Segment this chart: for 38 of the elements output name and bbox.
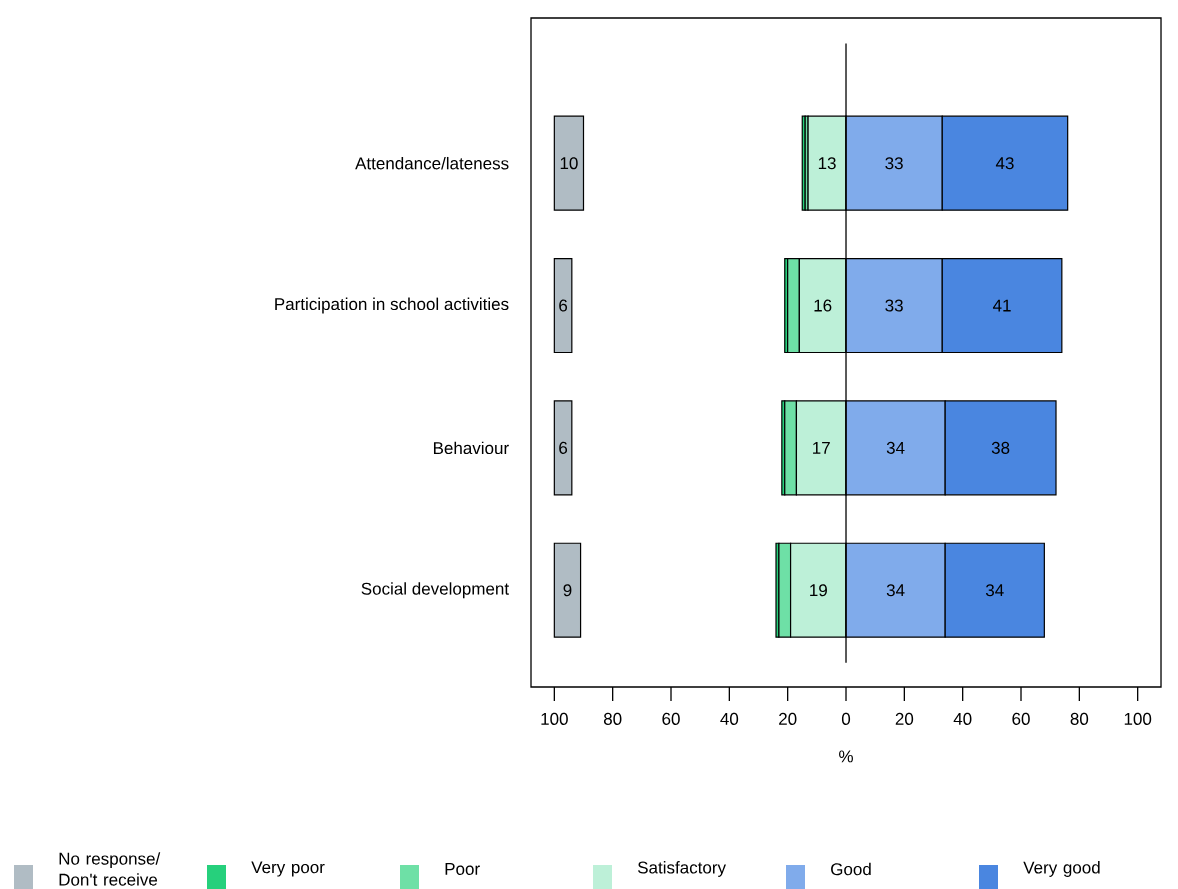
x-axis-title: % bbox=[839, 750, 853, 763]
data-label: 34 bbox=[886, 441, 905, 454]
data-label: 6 bbox=[559, 299, 568, 312]
data-label: 41 bbox=[992, 299, 1011, 312]
legend-label: Very good bbox=[1023, 861, 1100, 877]
data-label: 9 bbox=[563, 584, 572, 597]
y-tick-label: Social development bbox=[361, 582, 509, 599]
data-label: 10 bbox=[560, 157, 578, 170]
data-label: 16 bbox=[814, 299, 832, 312]
data-label: 38 bbox=[991, 441, 1010, 454]
data-label: 43 bbox=[995, 157, 1014, 170]
data-label: 13 bbox=[818, 157, 836, 170]
legend-label: Satisfactory bbox=[637, 861, 726, 877]
legend-label: Poor bbox=[445, 863, 480, 875]
y-tick-label: Behaviour bbox=[433, 441, 509, 455]
x-tick-label: 80 bbox=[1070, 712, 1089, 725]
data-label: 33 bbox=[885, 157, 903, 170]
x-tick-label: 0 bbox=[841, 712, 851, 725]
x-tick-label: 100 bbox=[1124, 712, 1152, 725]
legend-label: Good bbox=[831, 862, 871, 876]
y-tick-label: Participation in school activities bbox=[275, 297, 509, 314]
x-tick-label: 40 bbox=[953, 712, 972, 725]
data-label: 17 bbox=[813, 442, 830, 454]
x-tick-label: 60 bbox=[1012, 712, 1030, 725]
data-label: 33 bbox=[885, 299, 903, 312]
x-tick-label: 20 bbox=[895, 712, 914, 725]
data-label: 6 bbox=[559, 441, 568, 454]
data-label: 34 bbox=[886, 584, 905, 597]
y-tick-label: Attendance/lateness bbox=[355, 156, 509, 170]
x-tick-label: 40 bbox=[720, 712, 739, 725]
legend-label: Very poor bbox=[251, 861, 325, 877]
data-label: 19 bbox=[810, 584, 827, 597]
x-tick-label: 80 bbox=[603, 712, 622, 725]
legend-label: No response/ Don't receive bbox=[59, 852, 161, 886]
data-label: 34 bbox=[985, 584, 1004, 597]
x-tick-label: 60 bbox=[662, 712, 680, 725]
x-tick-label: 100 bbox=[541, 712, 568, 725]
x-tick-label: 20 bbox=[779, 712, 797, 725]
